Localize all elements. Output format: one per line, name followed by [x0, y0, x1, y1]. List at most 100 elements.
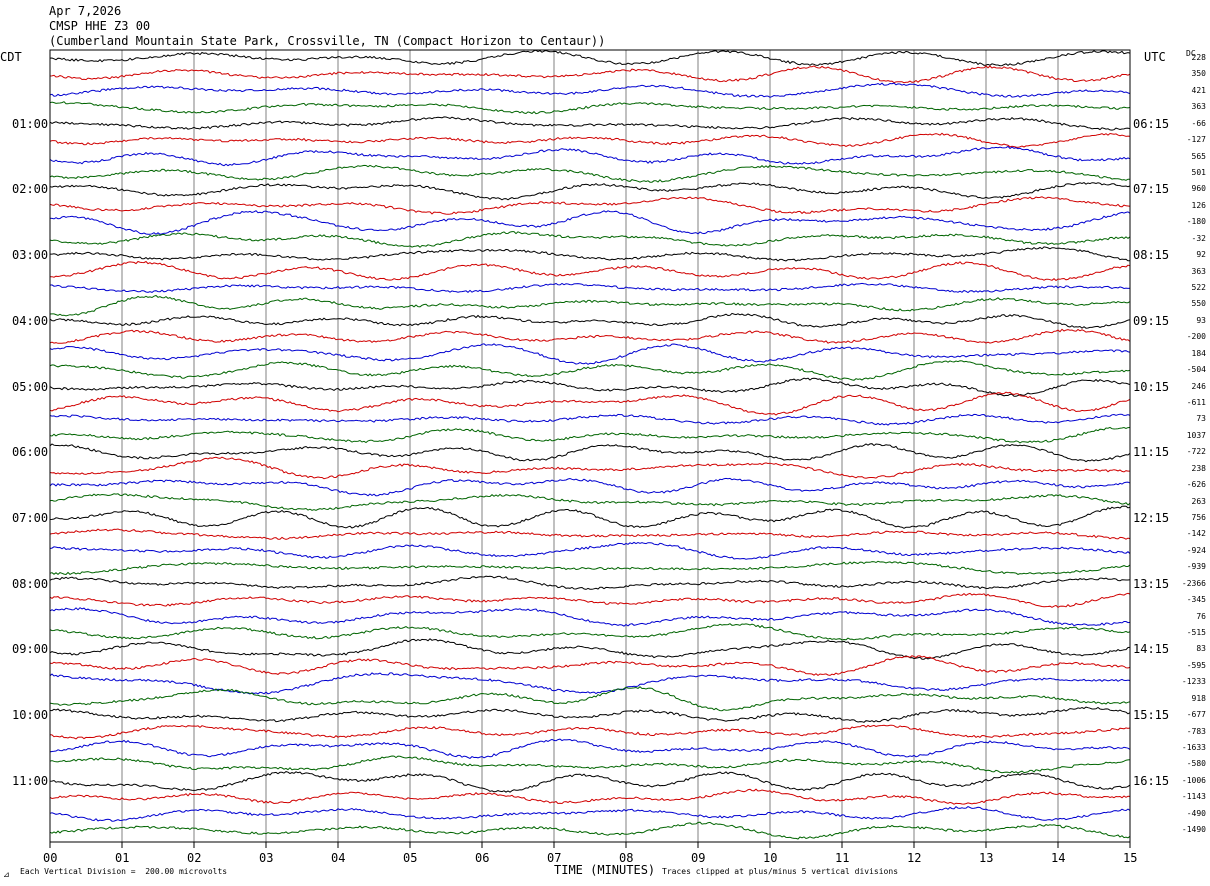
dc-offset-label: 350: [1191, 69, 1206, 79]
trace-27: [49, 477, 1131, 497]
station-label: CMSP HHE Z3 00: [49, 19, 151, 33]
trace-30: [49, 528, 1131, 540]
cdt-label: 09:00: [12, 642, 49, 657]
dc-offset-label: -611: [1186, 398, 1206, 408]
dc-offset-label: 83: [1196, 644, 1206, 654]
dc-offset-label: 550: [1191, 299, 1206, 309]
dc-offset-label: 238: [1191, 463, 1206, 473]
cdt-label: 01:00: [12, 116, 49, 131]
dc-offset-label: -127: [1186, 135, 1206, 145]
dc-offset-label: -66: [1191, 118, 1206, 128]
dc-offset-label: 565: [1191, 151, 1206, 161]
utc-label: 07:15: [1133, 182, 1170, 197]
trace-22: [49, 391, 1131, 416]
cdt-label: 08:00: [12, 576, 49, 591]
trace-43: [49, 738, 1131, 759]
trace-12: [49, 231, 1131, 248]
cdt-label: 04:00: [12, 313, 49, 328]
dc-offset-label: -504: [1186, 365, 1206, 375]
cdt-label: 11:00: [12, 773, 49, 788]
dc-offset-label: 93: [1196, 315, 1206, 325]
cdt-label: 02:00: [12, 182, 49, 197]
dc-offset-label: -939: [1186, 562, 1206, 572]
trace-11: [49, 210, 1131, 235]
dc-offset-label: -490: [1186, 808, 1206, 818]
dc-offset-label: -200: [1186, 332, 1206, 342]
dc-offset-label: -677: [1186, 710, 1206, 720]
x-tick-label: 12: [907, 851, 922, 865]
trace-34: [49, 592, 1131, 609]
dc-offset-label: 76: [1196, 611, 1206, 621]
trace-7: [49, 145, 1131, 167]
dc-offset-label: 126: [1191, 200, 1206, 210]
trace-41: [49, 706, 1131, 723]
dc-offset-label: -722: [1186, 447, 1206, 457]
utc-label: 09:15: [1133, 313, 1170, 328]
trace-35: [49, 607, 1131, 627]
clip-note: Traces clipped at plus/minus 5 vertical …: [662, 867, 899, 876]
utc-label: 16:15: [1133, 773, 1170, 788]
trace-37: [49, 638, 1131, 660]
dc-offset-label: 228: [1191, 53, 1206, 62]
dc-offset-label: -626: [1186, 480, 1206, 490]
x-tick-label: 10: [763, 851, 778, 865]
trace-8: [49, 164, 1131, 183]
utc-label: 11:15: [1133, 445, 1170, 460]
dc-title: DC: [1186, 49, 1196, 58]
trace-15: [49, 282, 1131, 294]
trace-13: [50, 246, 1131, 262]
trace-45: [49, 771, 1131, 793]
scale-icon: ⊿: [3, 870, 10, 879]
dc-offset-label: 756: [1191, 513, 1206, 523]
dc-offset-label: 363: [1191, 266, 1206, 276]
dc-offset-label: 501: [1191, 168, 1206, 177]
utc-label: 06:15: [1133, 116, 1170, 131]
scale-note: Each Vertical Division = 200.00 microvol…: [20, 867, 228, 876]
x-tick-label: 00: [43, 851, 58, 865]
dc-offset-label: 522: [1191, 283, 1206, 293]
trace-29: [49, 505, 1131, 529]
trace-16: [49, 294, 1131, 317]
x-tick-label: 07: [547, 851, 562, 865]
utc-label: 14:15: [1133, 642, 1170, 657]
x-tick-label: 14: [1051, 851, 1066, 865]
x-tick-label: 13: [979, 851, 994, 865]
dc-offset-label: 960: [1191, 184, 1206, 194]
trace-33: [49, 575, 1131, 590]
dc-offset-label: 73: [1196, 414, 1206, 424]
dc-offset-label: -580: [1186, 759, 1206, 769]
dc-offset-label: -1633: [1181, 743, 1206, 753]
trace-31: [49, 541, 1131, 560]
trace-46: [49, 788, 1131, 805]
trace-26: [49, 456, 1130, 480]
dc-offset-label: -32: [1191, 233, 1206, 243]
trace-3: [49, 82, 1131, 98]
utc-label: 10:15: [1133, 379, 1170, 394]
dc-offset-label: -924: [1186, 545, 1206, 555]
trace-38: [49, 655, 1131, 677]
dc-offset-label: -1490: [1181, 825, 1206, 835]
cdt-label: 06:00: [12, 445, 49, 460]
trace-25: [49, 443, 1131, 463]
trace-20: [49, 360, 1131, 381]
utc-label: 13:15: [1133, 576, 1170, 591]
dc-offset-label: -345: [1186, 595, 1206, 605]
x-tick-label: 11: [835, 851, 850, 865]
trace-32: [49, 560, 1131, 576]
trace-42: [49, 724, 1131, 740]
trace-4: [49, 101, 1131, 115]
x-tick-label: 06: [475, 851, 490, 865]
trace-17: [49, 312, 1131, 329]
dc-offset-label: -783: [1186, 726, 1206, 736]
x-tick-label: 02: [187, 851, 202, 865]
plot-frame: [49, 49, 1131, 843]
trace-44: [49, 755, 1131, 774]
trace-23: [49, 413, 1131, 426]
dc-offset-label: 184: [1191, 348, 1206, 358]
utc-label: 12:15: [1133, 511, 1170, 526]
trace-24: [49, 426, 1131, 444]
dc-offset-label: -515: [1186, 628, 1206, 638]
dc-offset-label: 263: [1191, 496, 1206, 506]
dc-offset-label: 246: [1191, 381, 1206, 391]
